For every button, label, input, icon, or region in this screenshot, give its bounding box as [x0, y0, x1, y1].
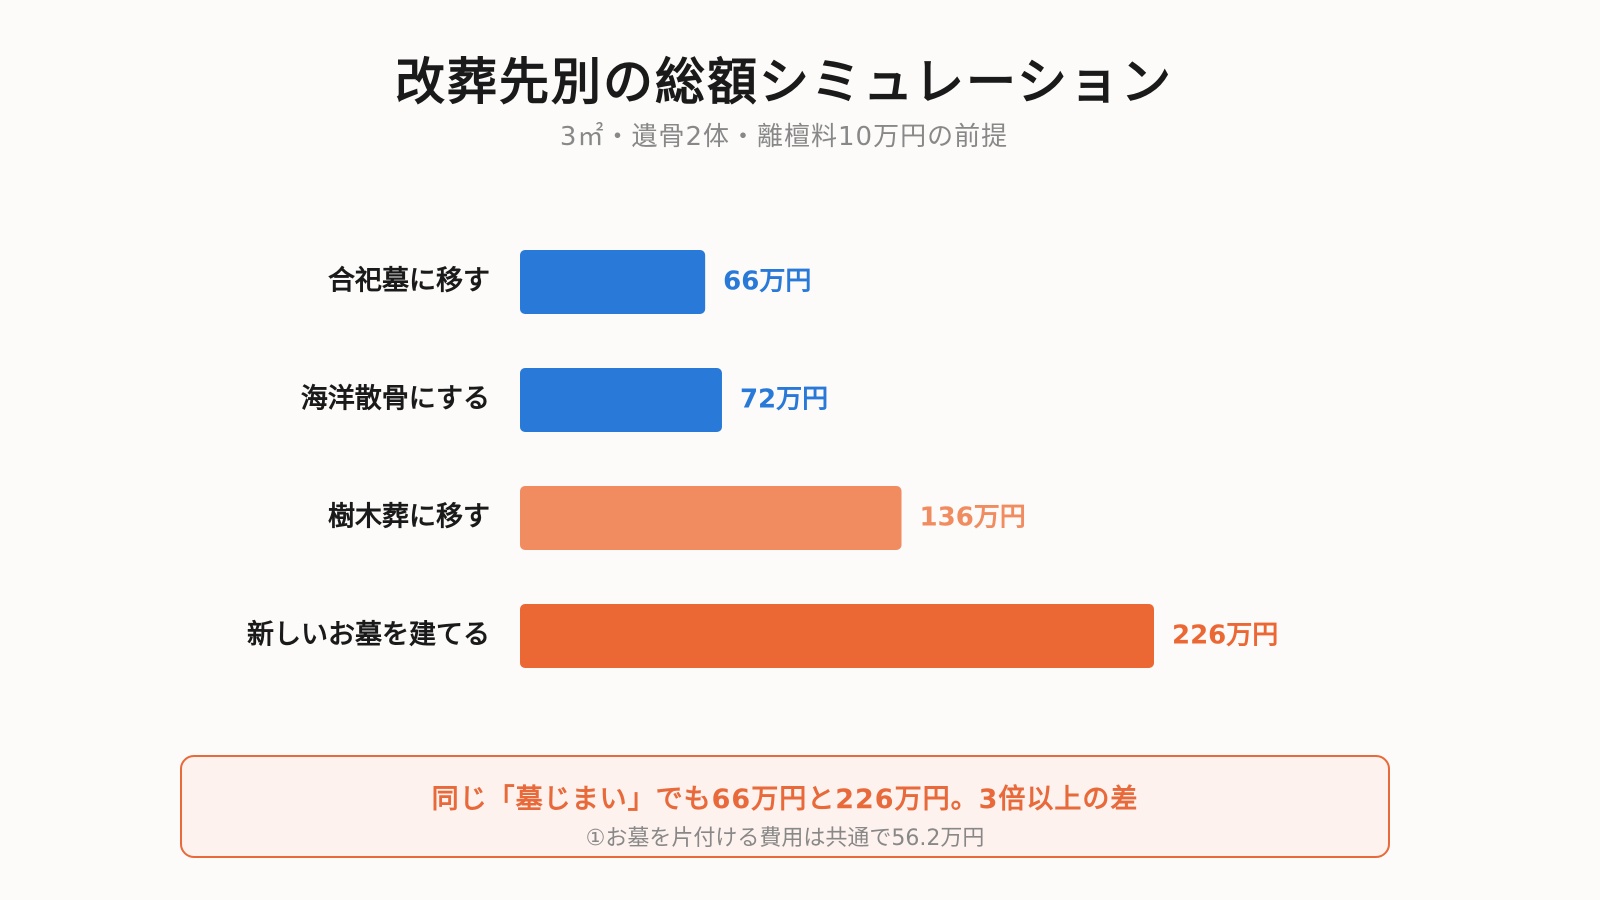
chart-title: 改葬先別の総額シミュレーション	[395, 53, 1173, 111]
value-label: 66万円	[723, 267, 811, 297]
category-label: 海洋散骨にする	[301, 383, 490, 415]
chart-subtitle: 3㎡・遺骨2体・離檀料10万円の前提	[559, 122, 1009, 152]
summary-callout: 同じ「墓じまい」でも66万円と226万円。3倍以上の差 ①お墓を片付ける費用は共…	[180, 755, 1390, 858]
value-label: 72万円	[740, 385, 828, 415]
value-label: 136万円	[920, 503, 1026, 533]
bar	[520, 250, 706, 314]
category-label: 新しいお墓を建てる	[247, 619, 490, 651]
callout-main-text: 同じ「墓じまい」でも66万円と226万円。3倍以上の差	[431, 784, 1139, 815]
callout-sub-text: ①お墓を片付ける費用は共通で56.2万円	[585, 826, 985, 851]
bar	[520, 604, 1154, 668]
bar	[520, 486, 902, 550]
category-label: 樹木葬に移す	[328, 502, 490, 533]
category-label: 合祀墓に移す	[328, 265, 490, 297]
bar	[520, 368, 722, 432]
value-label: 226万円	[1172, 621, 1278, 651]
